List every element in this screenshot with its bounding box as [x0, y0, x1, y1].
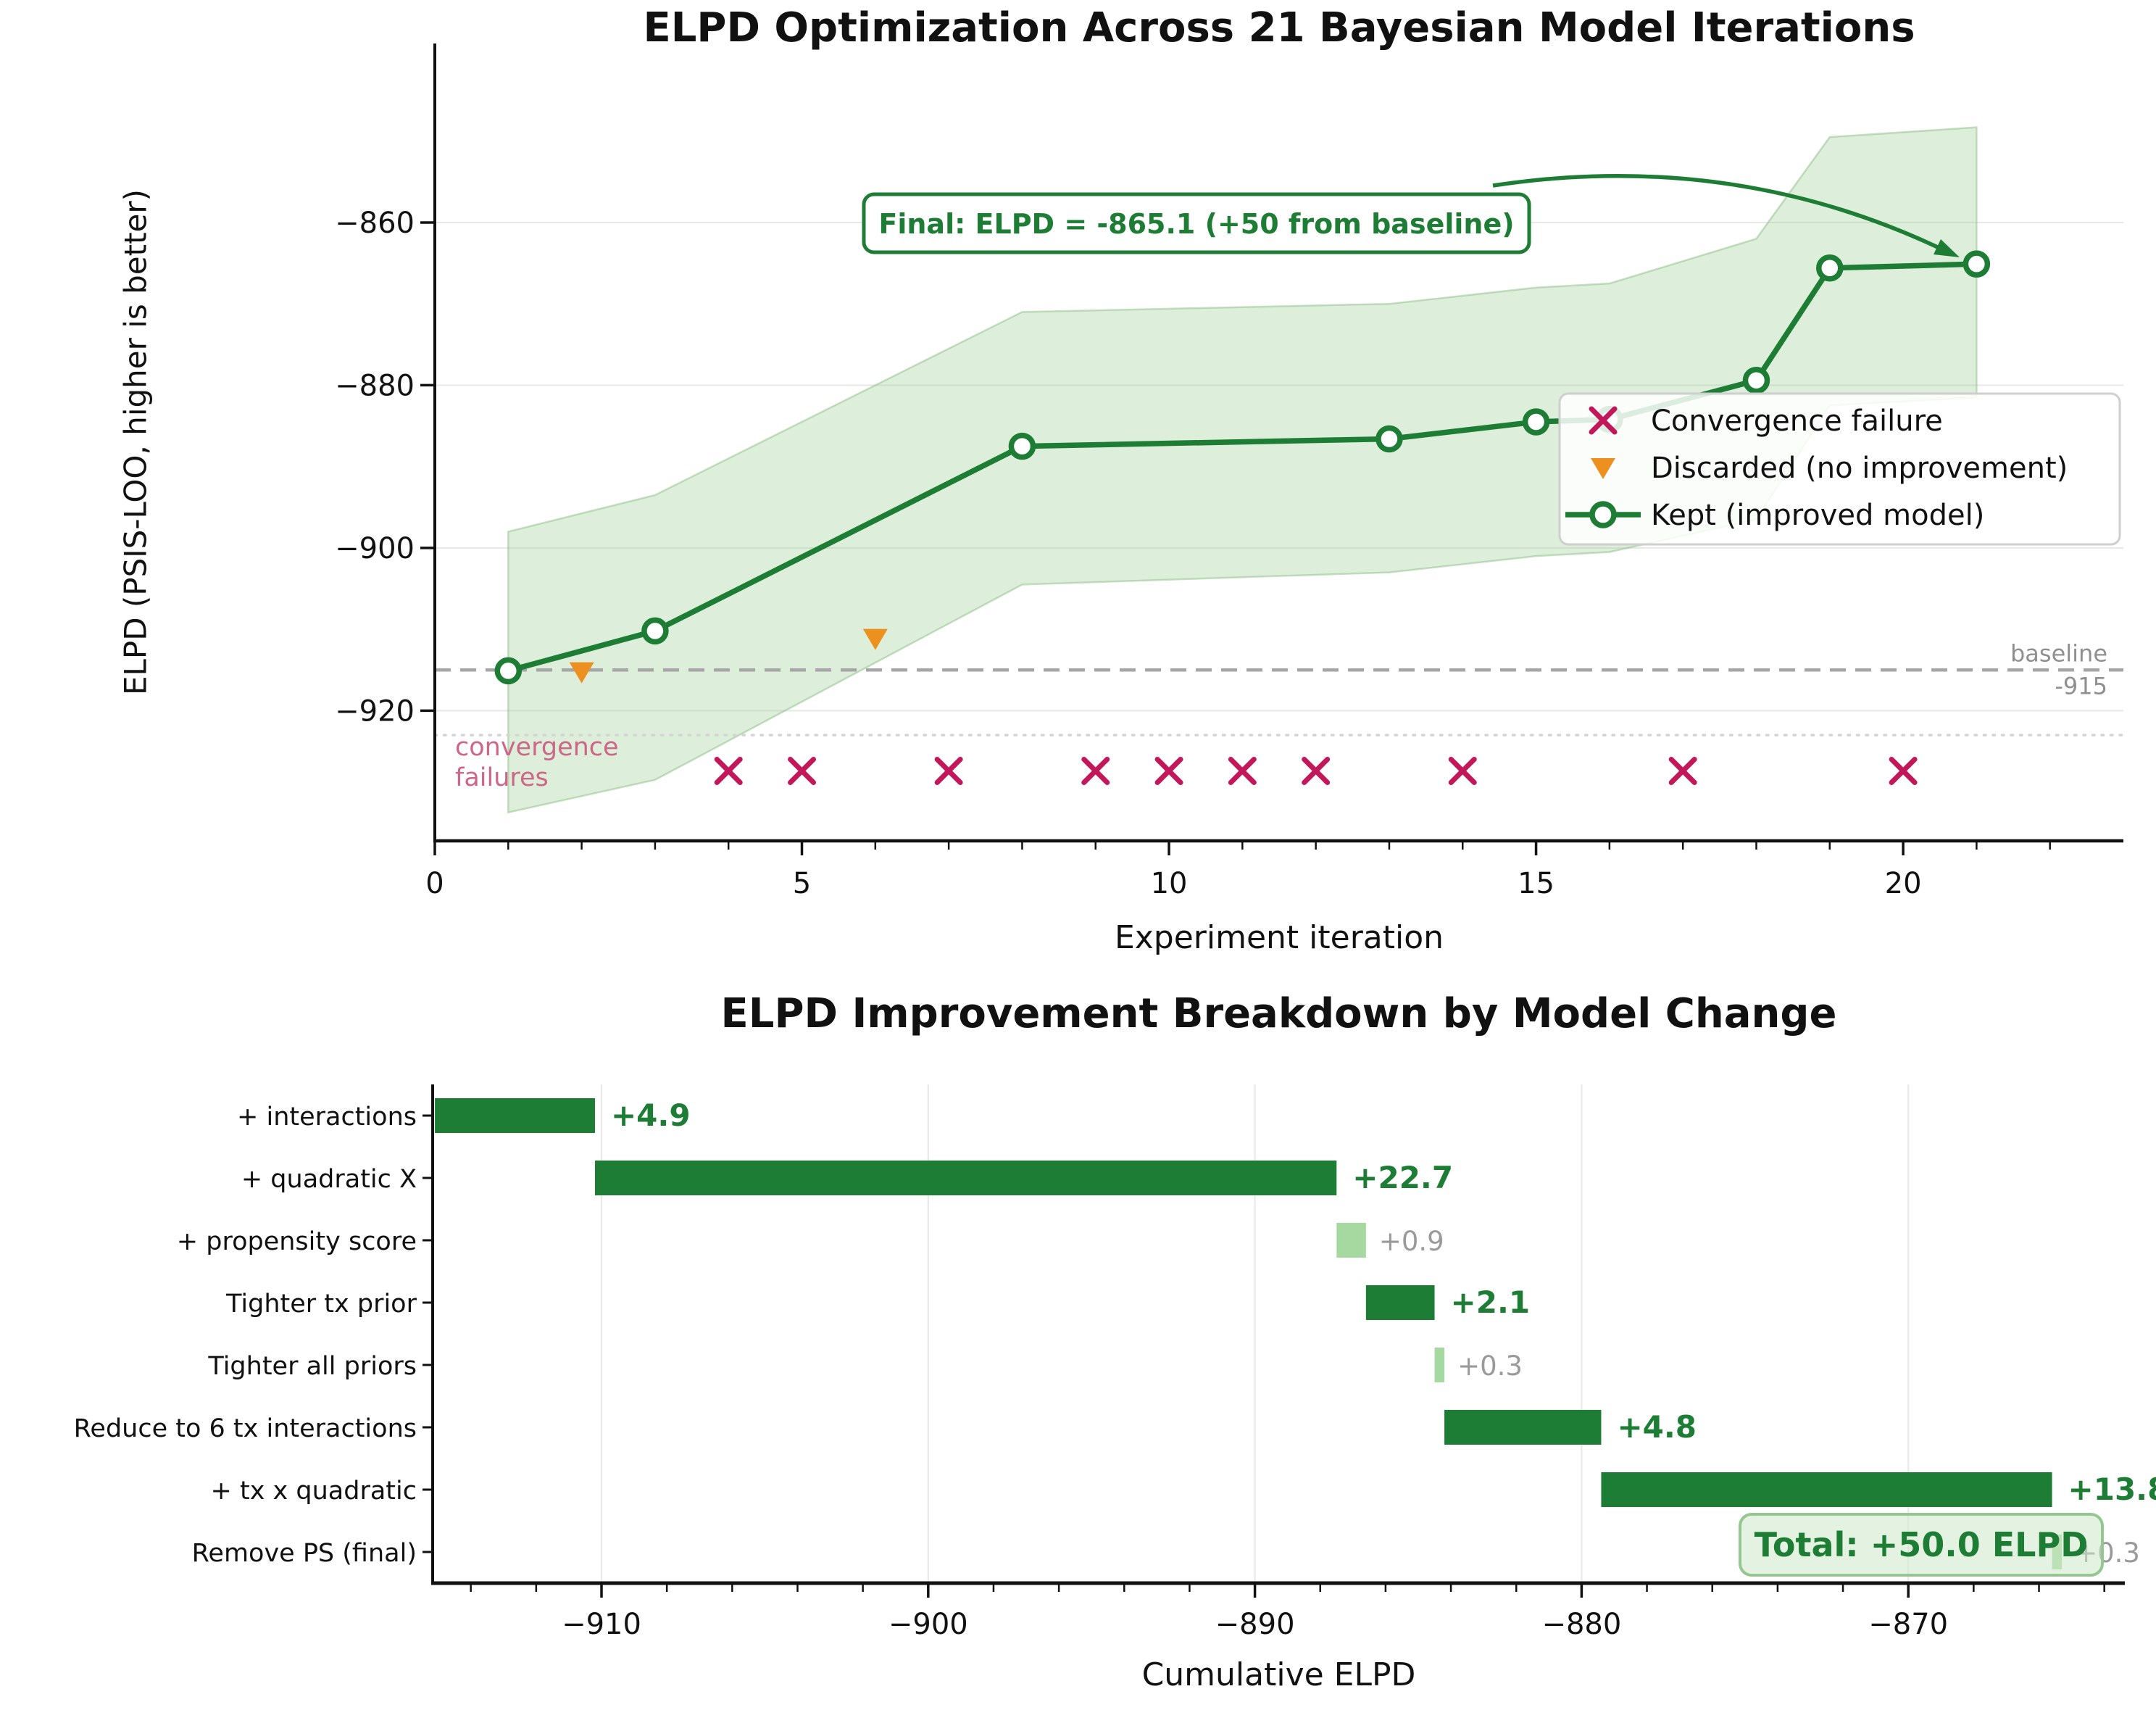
bottom-xtick-label: −880: [1541, 1608, 1621, 1641]
category-label: + interactions: [237, 1103, 417, 1132]
bottom-chart-title: ELPD Improvement Breakdown by Model Chan…: [720, 990, 1837, 1037]
top-xtick-label: 15: [1518, 867, 1554, 900]
category-label: Tighter tx prior: [225, 1290, 417, 1319]
category-label: + tx x quadratic: [211, 1477, 417, 1506]
failure-note-line1: convergence: [455, 733, 619, 762]
top-ytick-label: −900: [335, 532, 415, 565]
waterfall-bars: [435, 1098, 2063, 1569]
legend-item-x: [1589, 406, 1618, 435]
top-axis-ticks: [420, 221, 2051, 855]
legend: [1558, 392, 2121, 546]
failure-note-line2: failures: [455, 763, 549, 792]
waterfall-bar: [1365, 1285, 1435, 1320]
top-chart-y-axis-label: ELPD (PSIS-LOO, higher is better): [117, 188, 154, 696]
bottom-chart-x-axis-label: Cumulative ELPD: [1141, 1656, 1416, 1693]
legend-label: Convergence failure: [1651, 404, 1943, 438]
waterfall-bar: [1601, 1472, 2052, 1507]
waterfall-bar: [594, 1161, 1337, 1195]
waterfall-bar-label: +4.8: [1617, 1409, 1697, 1445]
bottom-xtick-label: −890: [1215, 1608, 1295, 1641]
top-chart-x-axis-label: Experiment iteration: [1114, 919, 1444, 956]
top-xtick-label: 0: [425, 867, 444, 900]
annotation-arrowhead: [1934, 239, 1960, 257]
category-label: + propensity score: [177, 1227, 417, 1256]
convergence-failure-markers: [714, 756, 1918, 785]
top-ytick-label: −920: [335, 694, 415, 728]
bottom-axis-ticks: [423, 1114, 2105, 1598]
waterfall-bar: [1444, 1410, 1602, 1445]
waterfall-bar-label: +13.8: [2068, 1472, 2156, 1507]
annotation-arrow: [1492, 173, 1944, 252]
waterfall-bar-label: +22.7: [1352, 1160, 1453, 1195]
category-label: Remove PS (final): [192, 1539, 417, 1568]
bottom-gridlines: [600, 1084, 1910, 1583]
legend-item-triangle-down: [1591, 458, 1615, 479]
top-ytick-label: −880: [335, 369, 415, 402]
waterfall-bar-label: +0.3: [1457, 1350, 1523, 1382]
legend-label: Discarded (no improvement): [1651, 452, 2068, 485]
legend-item-line-circle: [1565, 501, 1641, 528]
category-label: + quadratic X: [241, 1165, 417, 1194]
final-elpd-annotation-text: Final: ELPD = -865.1 (+50 from baseline): [878, 208, 1514, 240]
waterfall-bar-label: +2.1: [1451, 1284, 1531, 1320]
elpd-waterfall-chart: +4.9+22.7+0.9+2.1+0.3+4.8+13.8+0.3Total:…: [74, 1084, 2156, 1641]
legend-box: [1558, 392, 2121, 546]
waterfall-bar: [435, 1098, 595, 1133]
baseline-label: baseline: [2010, 639, 2107, 667]
top-xtick-label: 10: [1151, 867, 1188, 900]
discarded-markers: [569, 628, 888, 684]
legend-label: Kept (improved model): [1651, 499, 1984, 532]
total-elpd-box: [1739, 1513, 2104, 1577]
final-elpd-annotation-box: [862, 192, 1531, 254]
top-xtick-label: 5: [793, 867, 811, 900]
bottom-xtick-label: −870: [1868, 1608, 1948, 1641]
bottom-xtick-label: −910: [562, 1608, 641, 1641]
top-chart-title: ELPD Optimization Across 21 Bayesian Mod…: [643, 4, 1915, 51]
total-elpd-text: Total: +50.0 ELPD: [1755, 1525, 2089, 1564]
waterfall-bar-label: +0.9: [1379, 1226, 1444, 1257]
category-label: Tighter all priors: [207, 1352, 417, 1381]
waterfall-bar: [1336, 1223, 1366, 1258]
top-ytick-label: −860: [335, 207, 415, 240]
category-label: Reduce to 6 tx interactions: [74, 1414, 417, 1443]
waterfall-bar: [1434, 1348, 1445, 1382]
baseline-value-label: -915: [2055, 672, 2107, 700]
bottom-xtick-label: −900: [888, 1608, 968, 1641]
waterfall-bar-label: +4.9: [611, 1097, 691, 1133]
top-xtick-label: 20: [1885, 867, 1922, 900]
